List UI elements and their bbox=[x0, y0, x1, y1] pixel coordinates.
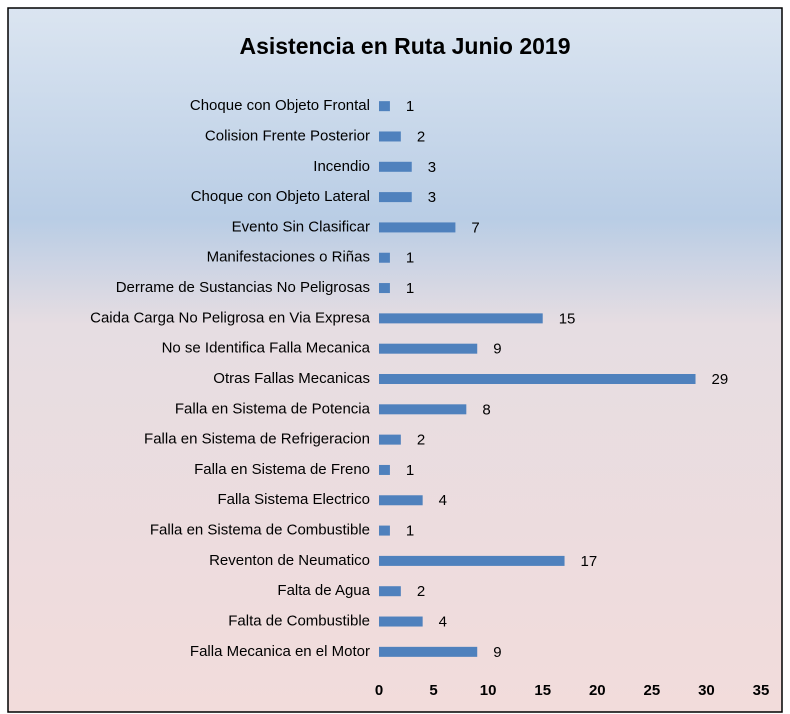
bar bbox=[379, 343, 478, 354]
bar bbox=[379, 404, 467, 415]
y-tick-label: Manifestaciones o Riñas bbox=[207, 249, 370, 266]
data-label: 1 bbox=[406, 250, 414, 267]
bar bbox=[379, 131, 401, 142]
data-label: 9 bbox=[493, 644, 501, 661]
bar bbox=[379, 495, 423, 506]
bar bbox=[379, 464, 390, 475]
data-label: 1 bbox=[406, 280, 414, 297]
x-tick-label: 35 bbox=[753, 682, 770, 699]
bar bbox=[379, 646, 478, 657]
chart-frame bbox=[7, 7, 783, 713]
data-label: 4 bbox=[439, 492, 447, 509]
y-tick-label: Falla en Sistema de Potencia bbox=[175, 400, 371, 417]
y-tick-label: Colision Frente Posterior bbox=[205, 127, 370, 144]
y-tick-label: Falla en Sistema de Refrigeracion bbox=[144, 431, 370, 448]
bar bbox=[379, 192, 412, 203]
data-label: 2 bbox=[417, 128, 425, 145]
bar bbox=[379, 313, 543, 324]
data-label: 4 bbox=[439, 613, 447, 630]
bar bbox=[379, 374, 696, 384]
y-tick-label: Caida Carga No Peligrosa en Via Expresa bbox=[90, 309, 371, 326]
data-label: 8 bbox=[482, 401, 490, 418]
data-label: 9 bbox=[493, 341, 501, 358]
bar bbox=[379, 252, 390, 263]
x-tick-label: 20 bbox=[589, 682, 606, 699]
y-tick-label: Falta de Agua bbox=[277, 582, 370, 599]
data-label: 15 bbox=[559, 310, 576, 327]
y-tick-label: Falla Sistema Electrico bbox=[217, 491, 370, 508]
x-tick-label: 10 bbox=[480, 682, 497, 699]
data-label: 1 bbox=[406, 462, 414, 479]
bar bbox=[379, 555, 565, 566]
y-tick-label: Incendio bbox=[313, 158, 370, 175]
bar bbox=[379, 586, 401, 597]
data-label: 29 bbox=[712, 371, 729, 388]
bar bbox=[379, 616, 423, 627]
data-label: 2 bbox=[417, 432, 425, 449]
data-label: 2 bbox=[417, 583, 425, 600]
y-tick-label: Otras Fallas Mecanicas bbox=[213, 370, 370, 387]
bar bbox=[379, 101, 390, 112]
bar bbox=[379, 434, 401, 445]
data-label: 3 bbox=[428, 189, 436, 206]
x-tick-label: 25 bbox=[644, 682, 661, 699]
x-tick-label: 30 bbox=[698, 682, 715, 699]
data-label: 17 bbox=[581, 553, 598, 570]
data-label: 1 bbox=[406, 98, 414, 115]
y-tick-label: Falta de Combustible bbox=[228, 612, 370, 629]
y-tick-label: Choque con Objeto Lateral bbox=[191, 188, 370, 205]
data-label: 1 bbox=[406, 523, 414, 540]
y-tick-label: Falla en Sistema de Combustible bbox=[150, 522, 370, 539]
bar bbox=[379, 525, 390, 536]
y-tick-label: Derrame de Sustancias No Peligrosas bbox=[116, 279, 370, 296]
y-tick-label: Evento Sin Clasificar bbox=[232, 218, 370, 235]
x-tick-label: 15 bbox=[534, 682, 551, 699]
y-tick-label: Falla en Sistema de Freno bbox=[194, 461, 370, 478]
y-tick-label: Choque con Objeto Frontal bbox=[190, 97, 370, 114]
x-tick-label: 0 bbox=[375, 682, 383, 699]
y-tick-label: No se Identifica Falla Mecanica bbox=[162, 340, 371, 357]
data-label: 7 bbox=[471, 219, 479, 236]
chart-title: Asistencia en Ruta Junio 2019 bbox=[239, 33, 570, 59]
bar bbox=[379, 283, 390, 294]
y-tick-label: Falla Mecanica en el Motor bbox=[190, 643, 370, 660]
y-tick-label: Reventon de Neumatico bbox=[209, 552, 370, 569]
bar bbox=[379, 161, 412, 172]
data-label: 3 bbox=[428, 159, 436, 176]
bar bbox=[379, 222, 456, 233]
x-tick-label: 5 bbox=[429, 682, 437, 699]
